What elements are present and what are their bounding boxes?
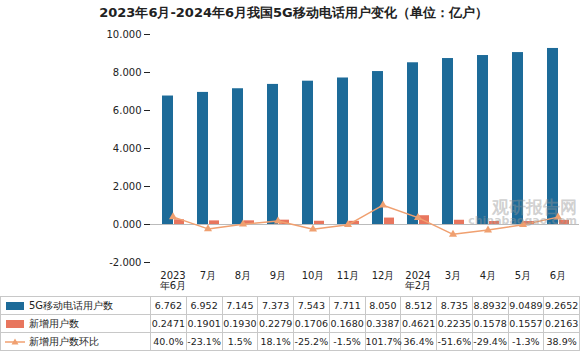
html-text:38.9%: 38.9% xyxy=(546,336,577,347)
html-text:1.5%: 1.5% xyxy=(227,336,252,347)
svg-text:11月: 11月 xyxy=(337,270,360,281)
svg-text:10.000: 10.000 xyxy=(107,29,142,40)
svg-text:8.000: 8.000 xyxy=(113,67,142,78)
svg-text:2.000: 2.000 xyxy=(113,181,142,192)
html-text:8.050: 8.050 xyxy=(369,300,397,311)
svg-text:8月: 8月 xyxy=(235,270,251,281)
svg-text:10月: 10月 xyxy=(302,270,325,281)
html-text:7.543: 7.543 xyxy=(297,300,325,311)
html-text:观研报告网: 观研报告网 xyxy=(492,197,577,217)
svg-text:-2.000: -2.000 xyxy=(109,257,141,268)
html-text:7.373: 7.373 xyxy=(262,300,290,311)
svg-text:12月: 12月 xyxy=(372,270,395,281)
html-text:-1.5%: -1.5% xyxy=(333,336,361,347)
svg-text:9月: 9月 xyxy=(270,270,286,281)
html-text:8.8932 9.0489 9.2652: 8.8932 9.0489 9.2652 xyxy=(473,300,579,311)
html-text:8.512: 8.512 xyxy=(405,300,433,311)
html-text:18.1% -25.2%: 18.1% -25.2% xyxy=(260,336,329,347)
html-text:5G移动电话用户数: 5G移动电话用户数 xyxy=(29,299,114,311)
html-text:7.711: 7.711 xyxy=(333,300,361,311)
html-text:chinabaogao.com: chinabaogao.com xyxy=(468,214,577,227)
svg-text:0.000: 0.000 xyxy=(113,219,142,230)
html-text:0.2471 0.1901 0.1930 0.2279 0.: 0.2471 0.1901 0.1930 0.2279 0.1706 0.168… xyxy=(151,318,579,329)
html-text:40.0% -23.1%: 40.0% -23.1% xyxy=(153,336,221,347)
svg-text:2024年2月: 2024年2月 xyxy=(405,270,431,291)
html-text:6.952: 6.952 xyxy=(190,300,218,311)
svg-text:6.000: 6.000 xyxy=(113,105,142,116)
svg-text:2023年6月: 2023年6月 xyxy=(160,270,186,291)
html-text:新增用户数环比: 新增用户数环比 xyxy=(29,335,99,347)
html-text:2023年6月-2024年6月我国5G移动电话用户变化（单位: 2023年6月-2024年6月我国5G移动电话用户变化（单位：亿户） xyxy=(99,5,488,20)
svg-text:7月: 7月 xyxy=(200,270,216,281)
svg-text:4月: 4月 xyxy=(480,270,496,281)
html-text:新增用户数: 新增用户数 xyxy=(29,317,79,329)
svg-text:6月: 6月 xyxy=(550,270,566,281)
svg-text:3月: 3月 xyxy=(445,270,461,281)
html-text:7.145: 7.145 xyxy=(226,300,254,311)
html-text:8.735: 8.735 xyxy=(440,300,468,311)
html-text:-1.3%: -1.3% xyxy=(512,336,540,347)
svg-text:5月: 5月 xyxy=(515,270,531,281)
html-text:101.7% 36.4% -51.6% -29.4%: 101.7% 36.4% -51.6% -29.4% xyxy=(365,336,507,347)
svg-text:4.000: 4.000 xyxy=(113,143,142,154)
html-text:6.762: 6.762 xyxy=(154,300,182,311)
